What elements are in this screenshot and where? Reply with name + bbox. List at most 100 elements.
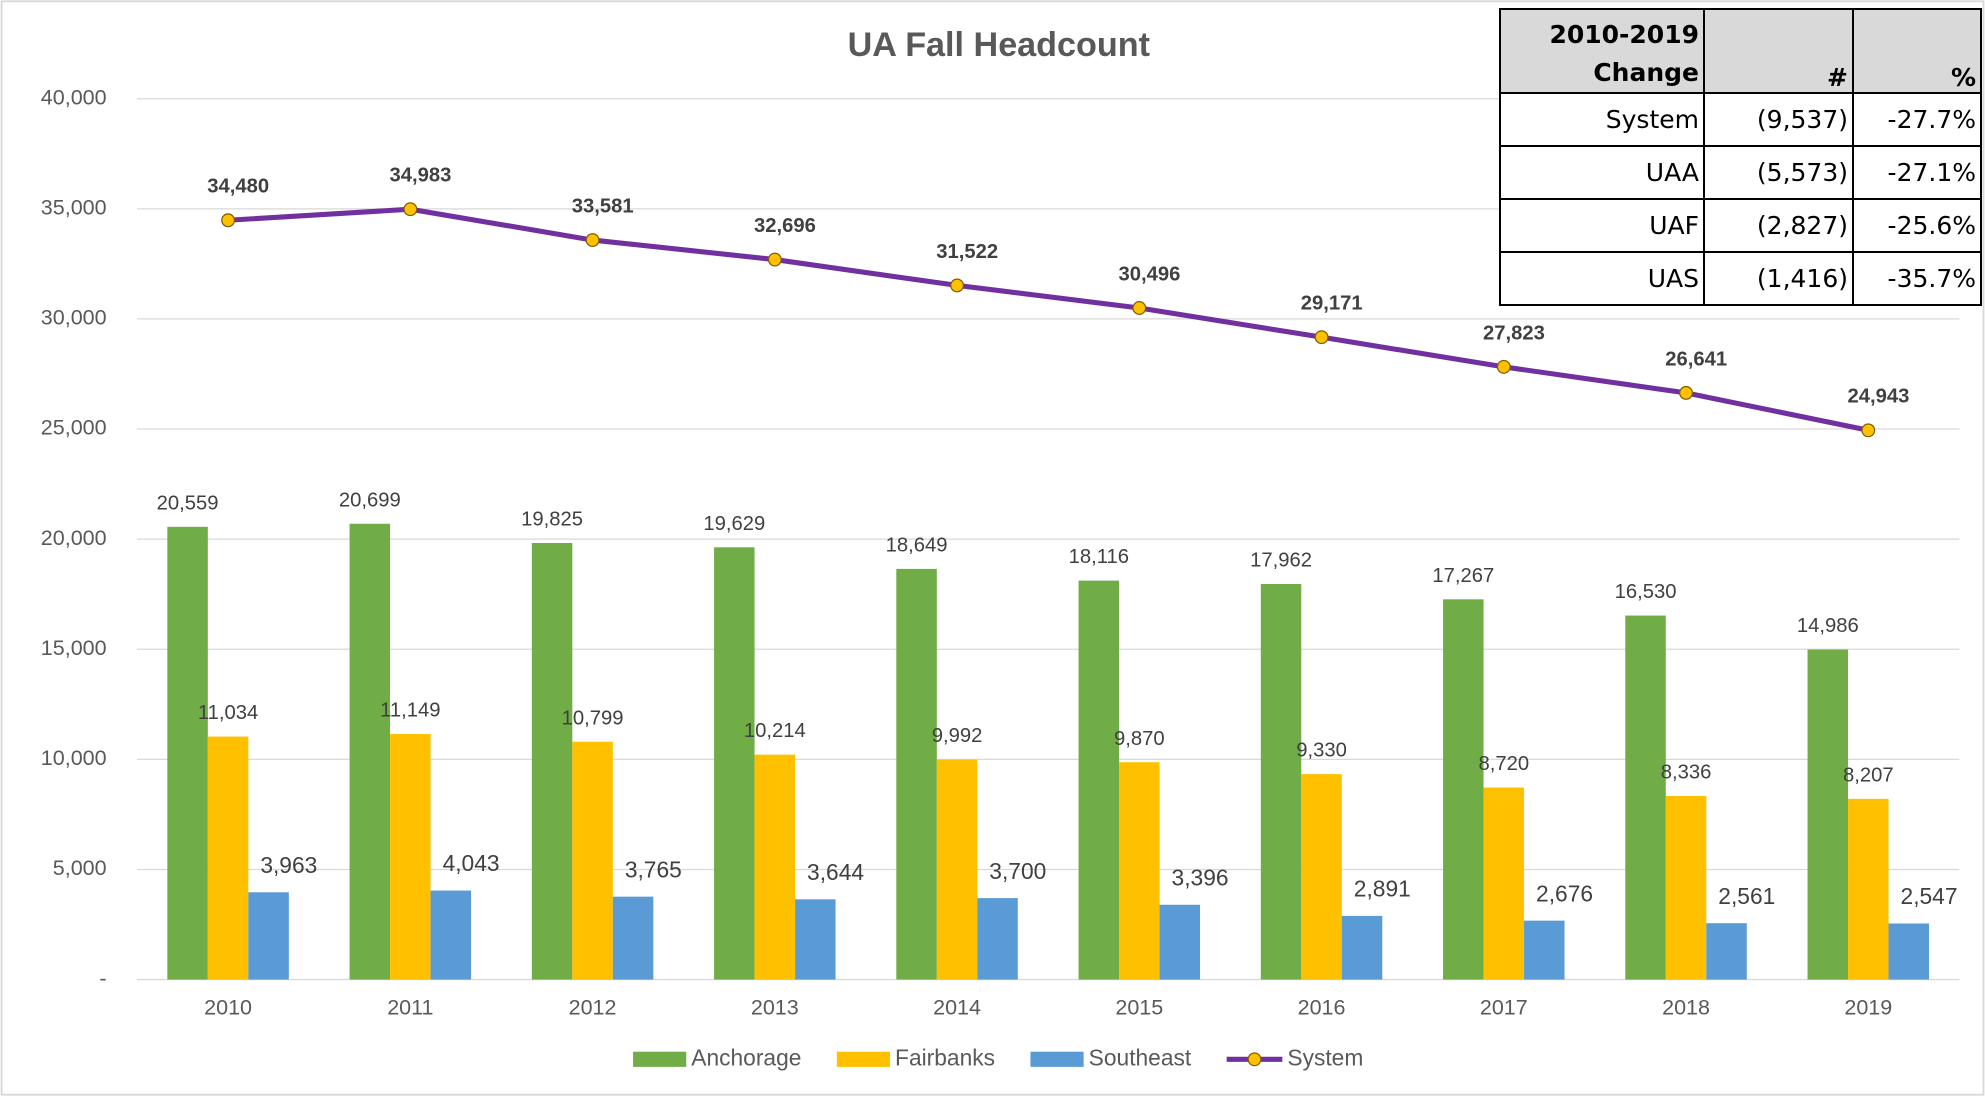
- line: [227, 206, 1869, 433]
- table-cell: (5,573): [1703, 145, 1854, 200]
- bar: [1665, 795, 1707, 980]
- bar: [531, 542, 573, 980]
- bar-value-label: 11,034: [198, 702, 258, 724]
- legend-label: System: [1287, 1044, 1363, 1070]
- legend-swatch: [1030, 1051, 1084, 1067]
- bar: [1159, 904, 1201, 980]
- y-tick-label: 10,000: [41, 746, 107, 770]
- bar-value-label: 14,986: [1797, 615, 1859, 637]
- bar: [207, 736, 249, 980]
- bar: [1443, 599, 1484, 980]
- y-tick-label: 5,000: [53, 856, 107, 880]
- legend-label: Southeast: [1089, 1044, 1192, 1070]
- line-value-label: 30,496: [1118, 263, 1180, 285]
- bar-value-label: 20,699: [339, 489, 401, 511]
- line-value-label: 31,522: [936, 241, 998, 263]
- table-header-row: 2010-2019 Change #%: [1499, 8, 1982, 94]
- bar: [349, 523, 391, 980]
- bar: [1119, 762, 1160, 980]
- table-cell: -35.7%: [1852, 251, 1982, 306]
- line-marker: [1132, 301, 1147, 315]
- bar: [572, 741, 613, 980]
- line-marker: [950, 278, 965, 293]
- table-header-cell: %: [1852, 8, 1982, 94]
- line-value-label: 34,480: [207, 176, 269, 198]
- legend-label: Fairbanks: [895, 1044, 995, 1070]
- x-tick-label: 2018: [1662, 995, 1710, 1019]
- table-cell: (2,827): [1703, 198, 1854, 253]
- bar-value-label: 8,207: [1843, 764, 1894, 786]
- x-tick-label: 2013: [751, 995, 799, 1019]
- table-cell: System: [1499, 92, 1705, 147]
- y-tick-label: -: [99, 966, 106, 990]
- bar-value-label: 19,825: [521, 509, 583, 531]
- line-value-label: 24,943: [1847, 386, 1909, 408]
- bar-value-label: 10,214: [744, 720, 806, 742]
- legend-swatch: [836, 1051, 891, 1067]
- x-tick-label: 2019: [1844, 995, 1892, 1019]
- line-value-label: 29,171: [1301, 293, 1363, 315]
- y-tick-label: 40,000: [41, 85, 107, 109]
- x-tick-label: 2017: [1480, 995, 1528, 1019]
- bar-value-label: 2,891: [1354, 876, 1411, 902]
- bar: [795, 899, 836, 980]
- bar-value-label: 3,765: [625, 856, 682, 882]
- x-tick-label: 2011: [387, 995, 433, 1019]
- bar-value-label: 11,149: [380, 700, 440, 722]
- bar: [977, 898, 1018, 980]
- bar-value-label: 19,629: [703, 513, 765, 535]
- bar-value-label: 3,396: [1172, 864, 1229, 890]
- bar: [1524, 920, 1565, 980]
- x-tick-label: 2016: [1298, 995, 1346, 1019]
- bar: [167, 526, 208, 980]
- bar-value-label: 18,116: [1069, 546, 1129, 568]
- bar: [714, 547, 755, 980]
- bar: [430, 890, 472, 980]
- line-marker: [1679, 385, 1694, 400]
- line-value-label: 27,823: [1483, 322, 1545, 344]
- table-cell: UAF: [1499, 198, 1705, 253]
- bar: [390, 734, 431, 980]
- bar-value-label: 2,561: [1718, 883, 1775, 909]
- bar: [1483, 787, 1525, 980]
- bar-value-label: 4,043: [443, 850, 500, 876]
- chart-title: UA Fall Headcount: [848, 26, 1150, 64]
- bar-value-label: 10,799: [562, 707, 624, 729]
- bar: [1807, 649, 1849, 980]
- change-table: 2010-2019 Change #% System (9,537) -27.7% UAA…: [1499, 8, 1982, 306]
- y-tick-label: 15,000: [41, 636, 107, 660]
- legend-marker: [1247, 1052, 1262, 1067]
- line-value-label: 32,696: [754, 215, 816, 237]
- table-cell: -27.7%: [1852, 92, 1982, 147]
- bar-value-label: 20,559: [157, 492, 219, 514]
- bar-value-label: 18,649: [886, 534, 948, 556]
- bar-value-label: 2,547: [1901, 883, 1958, 909]
- bar-value-label: 3,963: [260, 852, 317, 878]
- y-tick-label: 20,000: [41, 526, 107, 550]
- table-header-cell: #: [1703, 8, 1854, 94]
- bar: [1888, 923, 1930, 980]
- table-cell: -27.1%: [1852, 145, 1982, 200]
- line-marker: [1496, 359, 1511, 374]
- bar-value-label: 17,267: [1432, 565, 1494, 587]
- table-row: UAS (1,416) -35.7%: [1499, 251, 1982, 306]
- line-marker: [1861, 423, 1876, 438]
- bar-value-label: 9,870: [1114, 728, 1165, 750]
- line-marker: [221, 213, 236, 228]
- table-row: UAF (2,827) -25.6%: [1499, 198, 1982, 253]
- x-tick-label: 2014: [933, 995, 981, 1019]
- bar: [1301, 774, 1342, 980]
- table-row: UAA (5,573) -27.1%: [1499, 145, 1982, 200]
- x-tick-label: 2010: [204, 995, 252, 1019]
- line-value-label: 33,581: [572, 196, 634, 218]
- bar: [612, 896, 654, 980]
- y-tick-label: 25,000: [41, 416, 107, 440]
- bar-value-label: 2,676: [1536, 880, 1593, 906]
- line-marker: [767, 252, 782, 267]
- bar-value-label: 3,644: [807, 859, 864, 885]
- bar: [1706, 923, 1747, 980]
- bar-value-label: 9,992: [932, 725, 983, 747]
- bar-value-label: 9,330: [1296, 740, 1347, 762]
- y-tick-label: 30,000: [41, 306, 107, 330]
- bar-value-label: 16,530: [1615, 581, 1677, 603]
